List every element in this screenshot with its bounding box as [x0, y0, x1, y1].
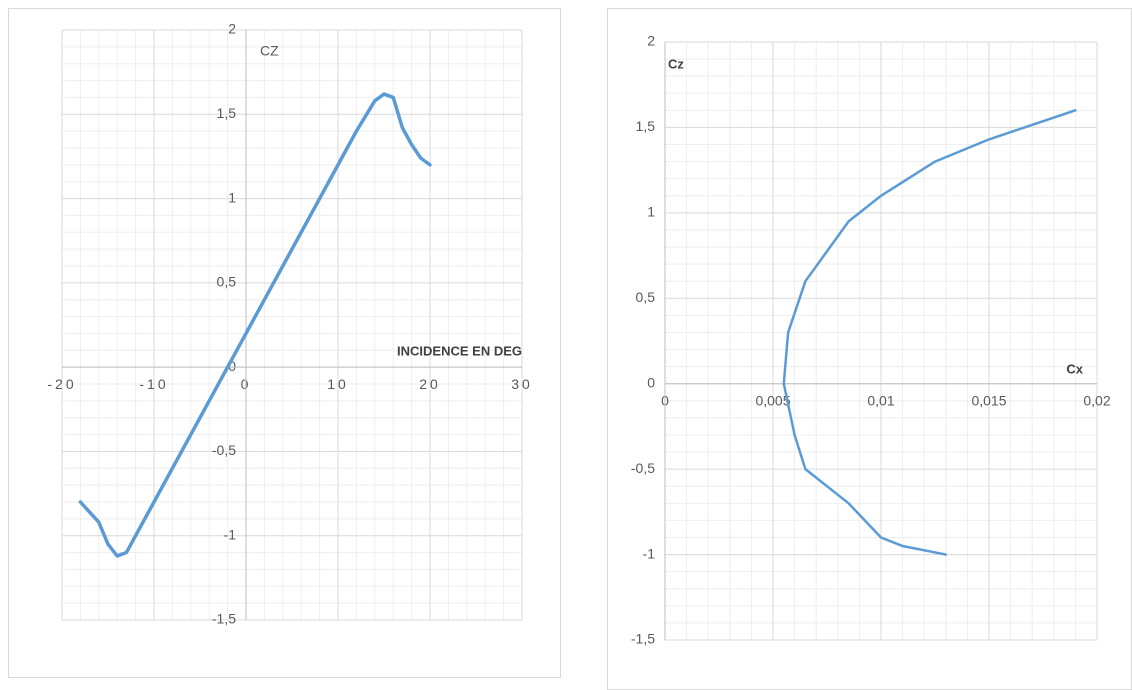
- x-axis-label: INCIDENCE EN DEG: [397, 343, 522, 358]
- chart-border: [8, 8, 561, 678]
- x-tick-label: 30: [511, 376, 533, 392]
- y-tick-label: 1,5: [636, 118, 656, 134]
- y-tick-label: -1,5: [631, 631, 655, 647]
- x-tick-label: 10: [327, 376, 349, 392]
- y-tick-label: 1: [228, 189, 236, 205]
- x-tick-label: -20: [47, 376, 76, 392]
- data-line: [78, 92, 432, 558]
- y-tick-label: -1,5: [212, 611, 236, 627]
- y-tick-label: -1: [643, 545, 656, 561]
- x-tick-label: 20: [419, 376, 441, 392]
- y-axis-label: Cz: [668, 56, 684, 71]
- y-tick-label: -0,5: [212, 442, 236, 458]
- data-line: [782, 109, 1077, 556]
- y-tick-label: 2: [647, 33, 655, 49]
- x-tick-label: 0,02: [1083, 392, 1110, 408]
- x-tick-label: -10: [139, 376, 168, 392]
- y-tick-label: 0: [647, 374, 655, 390]
- x-tick-label: 0: [241, 376, 252, 392]
- y-tick-label: -1: [224, 526, 237, 542]
- y-tick-label: 1,5: [217, 105, 237, 121]
- y-axis-label: CZ: [260, 43, 279, 59]
- y-tick-label: 0: [228, 358, 236, 374]
- y-tick-label: -0,5: [631, 460, 655, 476]
- x-tick-label: 0,01: [867, 392, 894, 408]
- y-tick-label: 1: [647, 204, 655, 220]
- y-tick-label: 2: [228, 21, 236, 37]
- x-tick-label: 0,015: [971, 392, 1006, 408]
- x-tick-label: 0,005: [755, 392, 790, 408]
- y-tick-label: 0,5: [636, 289, 656, 305]
- y-tick-label: 0,5: [217, 274, 237, 290]
- x-axis-label: Cx: [1066, 361, 1083, 376]
